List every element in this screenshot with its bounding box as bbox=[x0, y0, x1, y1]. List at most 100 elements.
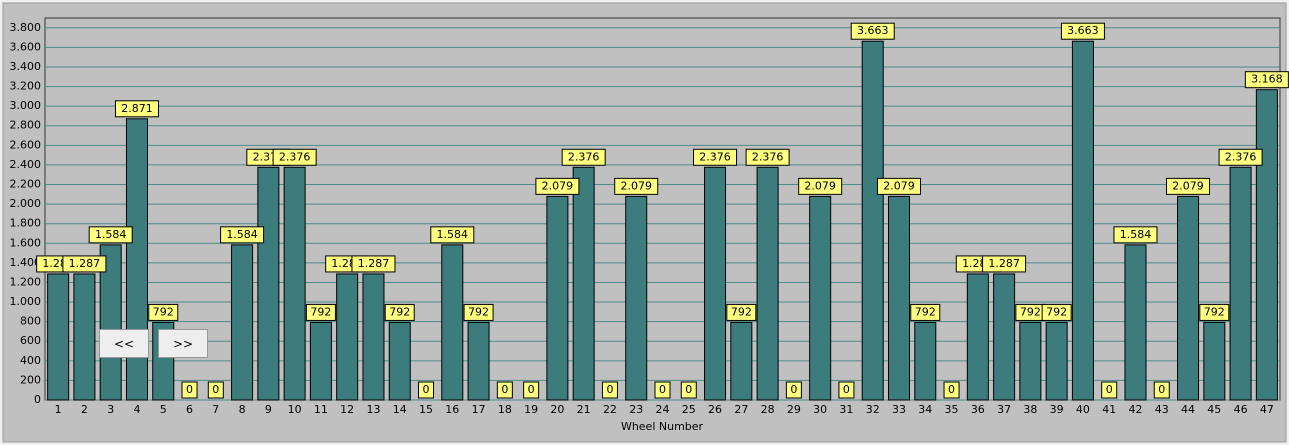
x-tick-label: 33 bbox=[892, 403, 906, 416]
value-label-box bbox=[535, 177, 580, 195]
value-label-box bbox=[850, 22, 895, 40]
bar bbox=[625, 195, 648, 401]
value-label: 0 bbox=[790, 383, 797, 396]
value-label-box bbox=[1166, 177, 1211, 195]
value-label: 2.376 bbox=[1225, 150, 1257, 163]
value-label: 0 bbox=[659, 383, 666, 396]
bar bbox=[809, 195, 832, 401]
y-tick-label: 400 bbox=[20, 354, 41, 367]
value-label-box bbox=[430, 226, 475, 244]
x-tick-label: 17 bbox=[472, 403, 486, 416]
value-label: 1.287 bbox=[69, 257, 101, 270]
x-tick-label: 28 bbox=[761, 403, 775, 416]
value-label: 0 bbox=[948, 383, 955, 396]
value-label: 792 bbox=[915, 305, 936, 318]
bar bbox=[99, 244, 122, 401]
x-axis-title: Wheel Number bbox=[621, 420, 704, 433]
bar bbox=[388, 321, 411, 401]
value-label-box bbox=[680, 381, 697, 399]
bar bbox=[362, 273, 385, 401]
x-tick-label: 41 bbox=[1102, 403, 1116, 416]
bar bbox=[441, 244, 464, 401]
value-label-box bbox=[745, 148, 790, 166]
bar bbox=[704, 166, 727, 401]
value-label: 2.079 bbox=[804, 179, 836, 192]
value-label-box bbox=[1244, 71, 1289, 89]
y-tick-label: 600 bbox=[20, 334, 41, 347]
value-label-box bbox=[351, 255, 396, 273]
y-tick-label: 1.800 bbox=[10, 217, 42, 230]
value-label: 0 bbox=[843, 383, 850, 396]
x-tick-label: 19 bbox=[524, 403, 538, 416]
y-tick-label: 1.600 bbox=[10, 236, 42, 249]
value-label-box bbox=[220, 226, 265, 244]
x-tick-label: 1 bbox=[55, 403, 62, 416]
value-label-box bbox=[1041, 303, 1072, 321]
value-label: 3.663 bbox=[857, 24, 889, 37]
value-label: 792 bbox=[1204, 305, 1225, 318]
bar bbox=[887, 195, 910, 401]
x-tick-label: 32 bbox=[866, 403, 880, 416]
bar bbox=[914, 321, 937, 401]
value-label: 792 bbox=[389, 305, 410, 318]
value-label: 0 bbox=[186, 383, 193, 396]
value-label-box bbox=[1153, 381, 1170, 399]
value-label-box bbox=[943, 381, 960, 399]
y-tick-label: 2.200 bbox=[10, 178, 42, 191]
value-label: 792 bbox=[1046, 305, 1067, 318]
bar bbox=[861, 40, 884, 401]
bar bbox=[1124, 244, 1147, 401]
x-tick-label: 6 bbox=[186, 403, 193, 416]
value-label: 2.079 bbox=[620, 179, 652, 192]
bar bbox=[257, 166, 280, 401]
bar bbox=[309, 321, 332, 401]
value-label-box bbox=[838, 381, 855, 399]
value-label-box bbox=[272, 148, 317, 166]
y-tick-label: 2.400 bbox=[10, 158, 42, 171]
bar bbox=[1255, 89, 1278, 401]
x-tick-label: 15 bbox=[419, 403, 433, 416]
y-tick-label: 3.200 bbox=[10, 80, 42, 93]
value-label: 0 bbox=[501, 383, 508, 396]
x-tick-label: 47 bbox=[1260, 403, 1274, 416]
x-tick-label: 25 bbox=[682, 403, 696, 416]
prev-button[interactable]: << bbox=[99, 329, 149, 358]
value-label: 0 bbox=[606, 383, 613, 396]
value-label-box bbox=[601, 381, 618, 399]
value-label: 0 bbox=[423, 383, 430, 396]
x-tick-label: 18 bbox=[498, 403, 512, 416]
bar bbox=[572, 166, 595, 401]
x-tick-label: 26 bbox=[708, 403, 722, 416]
bar bbox=[1045, 321, 1068, 401]
value-label-box bbox=[1060, 22, 1105, 40]
plot-area bbox=[44, 17, 1281, 401]
bar bbox=[756, 166, 779, 401]
x-tick-label: 24 bbox=[656, 403, 670, 416]
x-tick-label: 36 bbox=[971, 403, 985, 416]
next-button[interactable]: >> bbox=[158, 329, 208, 358]
x-tick-label: 44 bbox=[1181, 403, 1195, 416]
value-label-box bbox=[1113, 226, 1158, 244]
value-label: 0 bbox=[528, 383, 535, 396]
value-label-box bbox=[982, 255, 1027, 273]
x-tick-label: 9 bbox=[265, 403, 272, 416]
x-tick-label: 4 bbox=[133, 403, 140, 416]
value-label-box bbox=[384, 303, 415, 321]
value-label: 1.287 bbox=[358, 257, 390, 270]
x-tick-label: 22 bbox=[603, 403, 617, 416]
x-tick-label: 37 bbox=[997, 403, 1011, 416]
value-label: 2.079 bbox=[542, 179, 574, 192]
bar bbox=[336, 273, 359, 401]
bar bbox=[1019, 321, 1042, 401]
value-label: 3.663 bbox=[1067, 24, 1099, 37]
x-tick-label: 45 bbox=[1207, 403, 1221, 416]
value-label: 1.584 bbox=[226, 228, 258, 241]
y-tick-label: 1.000 bbox=[10, 295, 42, 308]
bar bbox=[1071, 40, 1094, 401]
value-label: 0 bbox=[1158, 383, 1165, 396]
y-tick-label: 1.400 bbox=[10, 256, 42, 269]
x-tick-label: 31 bbox=[839, 403, 853, 416]
x-tick-label: 38 bbox=[1023, 403, 1037, 416]
